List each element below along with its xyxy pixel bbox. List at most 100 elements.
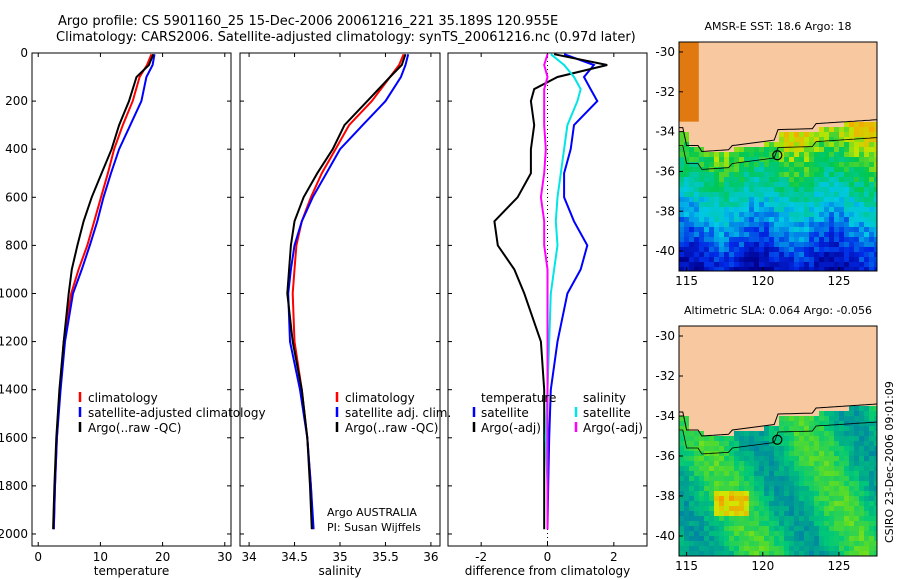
map-cell [694, 511, 699, 516]
map-cell [769, 167, 774, 172]
map-cell [704, 217, 709, 222]
map-cell [739, 391, 744, 396]
map-cell [754, 356, 759, 361]
map-cell [739, 396, 744, 401]
map-cell [754, 346, 759, 351]
map-cell [769, 401, 774, 406]
map-cell [719, 341, 724, 346]
map-cell [804, 202, 809, 207]
map-cell [689, 152, 694, 157]
map-cell [714, 326, 719, 331]
map-cell [844, 521, 849, 526]
map-cell [784, 336, 789, 341]
map-cell [854, 341, 859, 346]
map-cell [694, 142, 699, 147]
map-cell [699, 182, 704, 187]
map-cell [864, 536, 869, 541]
map-cell [864, 182, 869, 187]
map-cell [714, 346, 719, 351]
map-cell [859, 127, 864, 132]
map-cell [829, 541, 834, 546]
map-cell [754, 376, 759, 381]
map-cell [794, 182, 799, 187]
map-cell [849, 446, 854, 451]
map-cell [839, 47, 844, 52]
map-cell [794, 172, 799, 177]
map-cell [734, 222, 739, 227]
map-cell [834, 436, 839, 441]
map-cell [729, 421, 734, 426]
map-cell [749, 267, 754, 271]
map-cell [814, 341, 819, 346]
map-cell [809, 112, 814, 117]
map-cell [819, 396, 824, 401]
map-cell [704, 336, 709, 341]
map-cell [809, 346, 814, 351]
map-cell [759, 117, 764, 122]
map-cell [699, 122, 704, 127]
map-cell [714, 92, 719, 97]
map-cell [764, 177, 769, 182]
map-cell [714, 531, 719, 536]
map-cell [784, 162, 789, 167]
map-cell [724, 406, 729, 411]
map-cell [719, 446, 724, 451]
map-cell [749, 67, 754, 72]
map-cell [749, 436, 754, 441]
map-cell [874, 212, 877, 217]
map-cell [744, 381, 749, 386]
map-cell [689, 431, 694, 436]
map-cell [819, 152, 824, 157]
map-cell [854, 57, 859, 62]
map-cell [859, 446, 864, 451]
map-cell [709, 47, 714, 52]
map-cell [739, 152, 744, 157]
map-cell [829, 157, 834, 162]
map-cell [829, 416, 834, 421]
map-cell [779, 137, 784, 142]
map-cell [869, 182, 874, 187]
map-cell [864, 247, 869, 252]
map-cell [779, 471, 784, 476]
map-cell [739, 411, 744, 416]
map-cell [714, 62, 719, 67]
map-cell [754, 202, 759, 207]
map-cell [729, 551, 734, 556]
map-cell [859, 451, 864, 456]
map-cell [699, 526, 704, 531]
map-cell [694, 167, 699, 172]
map-cell [844, 222, 849, 227]
map-cell [784, 42, 789, 47]
map-cell [789, 376, 794, 381]
map-cell [704, 526, 709, 531]
map-cell [844, 531, 849, 536]
map-cell [789, 331, 794, 336]
map-cell [714, 187, 719, 192]
map-cell [809, 177, 814, 182]
map-cell [779, 421, 784, 426]
map-cell [814, 371, 819, 376]
map-cell [849, 102, 854, 107]
map-cell [859, 77, 864, 82]
map-cell [789, 476, 794, 481]
map-cell [734, 481, 739, 486]
map-cell [824, 47, 829, 52]
map-cell [749, 132, 754, 137]
map-cell [779, 92, 784, 97]
map-cell [684, 406, 689, 411]
map-cell [734, 72, 739, 77]
map-cell [724, 511, 729, 516]
map-cell [729, 326, 734, 331]
map-cell [829, 341, 834, 346]
map-cell [834, 326, 839, 331]
map-cell [724, 202, 729, 207]
map-cell [694, 197, 699, 202]
map-cell [834, 356, 839, 361]
map-cell [824, 162, 829, 167]
map-cell [874, 486, 877, 491]
map-cell [814, 491, 819, 496]
map-cell [749, 501, 754, 506]
map-cell [694, 546, 699, 551]
map-cell [829, 162, 834, 167]
map-cell [824, 431, 829, 436]
